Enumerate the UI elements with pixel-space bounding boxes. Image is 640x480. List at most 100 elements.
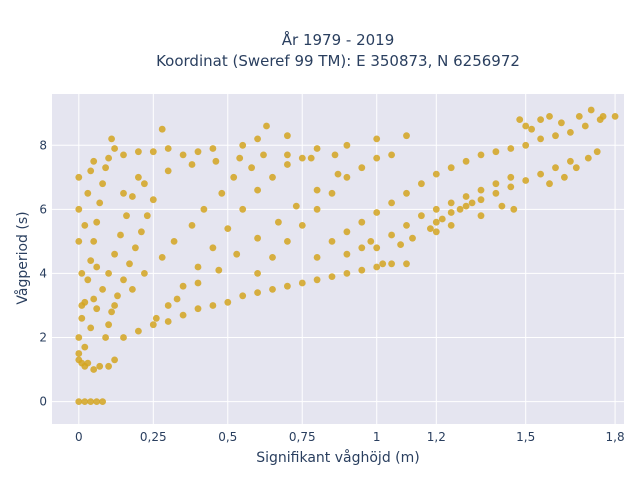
data-point <box>188 222 196 229</box>
data-point <box>546 180 553 188</box>
data-point <box>313 276 321 284</box>
data-point <box>200 205 208 213</box>
data-point <box>397 241 404 249</box>
data-point <box>388 260 395 268</box>
y-tick-label: 0 <box>39 395 47 409</box>
data-point <box>328 238 336 245</box>
data-point <box>269 286 276 293</box>
data-point <box>111 250 118 258</box>
data-point <box>105 362 112 370</box>
data-point <box>587 106 595 114</box>
data-point <box>75 398 83 405</box>
data-point <box>236 154 244 162</box>
data-point <box>358 164 366 172</box>
data-point <box>367 238 375 245</box>
data-point <box>123 212 130 220</box>
x-tick-label: 1,2 <box>427 430 446 444</box>
x-axis-label: Signifikant våghöjd (m) <box>256 449 419 466</box>
data-point <box>78 314 86 322</box>
data-point <box>432 228 440 236</box>
data-point <box>284 238 291 245</box>
data-point <box>418 180 425 188</box>
data-point <box>418 212 425 220</box>
data-point <box>111 302 118 309</box>
data-point <box>78 302 86 309</box>
plot-area <box>52 94 624 424</box>
chart-title-line2: Koordinat (Sweref 99 TM): E 350873, N 62… <box>156 52 520 70</box>
data-point <box>498 202 506 210</box>
data-point <box>447 209 455 216</box>
data-point <box>75 173 83 181</box>
data-point <box>108 135 115 143</box>
data-point <box>149 321 157 329</box>
data-point <box>141 180 148 188</box>
data-point <box>575 113 583 120</box>
y-tick-label: 4 <box>39 266 47 280</box>
data-point <box>388 151 395 159</box>
data-point <box>331 151 339 159</box>
data-point <box>599 113 607 120</box>
data-point <box>188 161 196 168</box>
data-point <box>358 244 366 252</box>
data-point <box>581 122 589 130</box>
data-point <box>269 173 276 181</box>
data-point <box>81 398 89 405</box>
data-point <box>84 276 92 284</box>
data-point <box>84 359 92 367</box>
data-point <box>334 170 342 178</box>
data-point <box>510 205 518 213</box>
data-point <box>284 282 291 290</box>
data-point <box>522 177 530 184</box>
data-point <box>447 199 455 207</box>
data-point <box>546 113 553 120</box>
data-point <box>135 173 142 181</box>
data-point <box>373 263 381 271</box>
x-tick-label: 0,5 <box>218 430 237 444</box>
data-point <box>209 302 217 309</box>
data-point <box>558 119 565 127</box>
data-point <box>152 314 160 322</box>
data-point <box>138 228 145 236</box>
data-point <box>90 366 98 373</box>
data-point <box>522 122 530 130</box>
data-point <box>99 286 106 293</box>
chart-title-line1: År 1979 - 2019 <box>282 30 395 49</box>
data-point <box>173 295 181 303</box>
x-tick-label: 0,25 <box>140 430 167 444</box>
data-point <box>194 305 202 313</box>
data-point <box>593 148 601 156</box>
data-point <box>102 334 109 341</box>
data-point <box>492 148 500 156</box>
data-point <box>78 270 86 277</box>
data-point <box>298 222 306 229</box>
y-tick-label: 6 <box>39 202 47 216</box>
data-point <box>129 286 136 293</box>
data-point <box>239 292 247 300</box>
data-point <box>93 398 101 405</box>
data-point <box>96 199 104 207</box>
data-point <box>87 167 95 175</box>
data-point <box>108 308 115 316</box>
data-point <box>87 398 95 405</box>
data-point <box>96 362 104 370</box>
data-point <box>584 154 592 162</box>
data-point <box>427 225 434 233</box>
data-point <box>403 222 410 229</box>
data-point <box>224 225 232 233</box>
data-point <box>343 228 351 236</box>
data-point <box>373 154 381 162</box>
data-point <box>567 157 574 165</box>
y-tick-label: 8 <box>39 138 47 152</box>
y-tick-label: 2 <box>39 330 47 344</box>
data-point <box>87 257 95 264</box>
data-point <box>462 157 470 165</box>
data-point <box>239 141 247 149</box>
data-point <box>99 398 106 405</box>
data-point <box>328 273 336 280</box>
data-point <box>516 116 524 123</box>
data-point <box>209 244 217 252</box>
data-point <box>254 135 261 143</box>
data-point <box>507 145 515 152</box>
data-point <box>552 164 559 172</box>
